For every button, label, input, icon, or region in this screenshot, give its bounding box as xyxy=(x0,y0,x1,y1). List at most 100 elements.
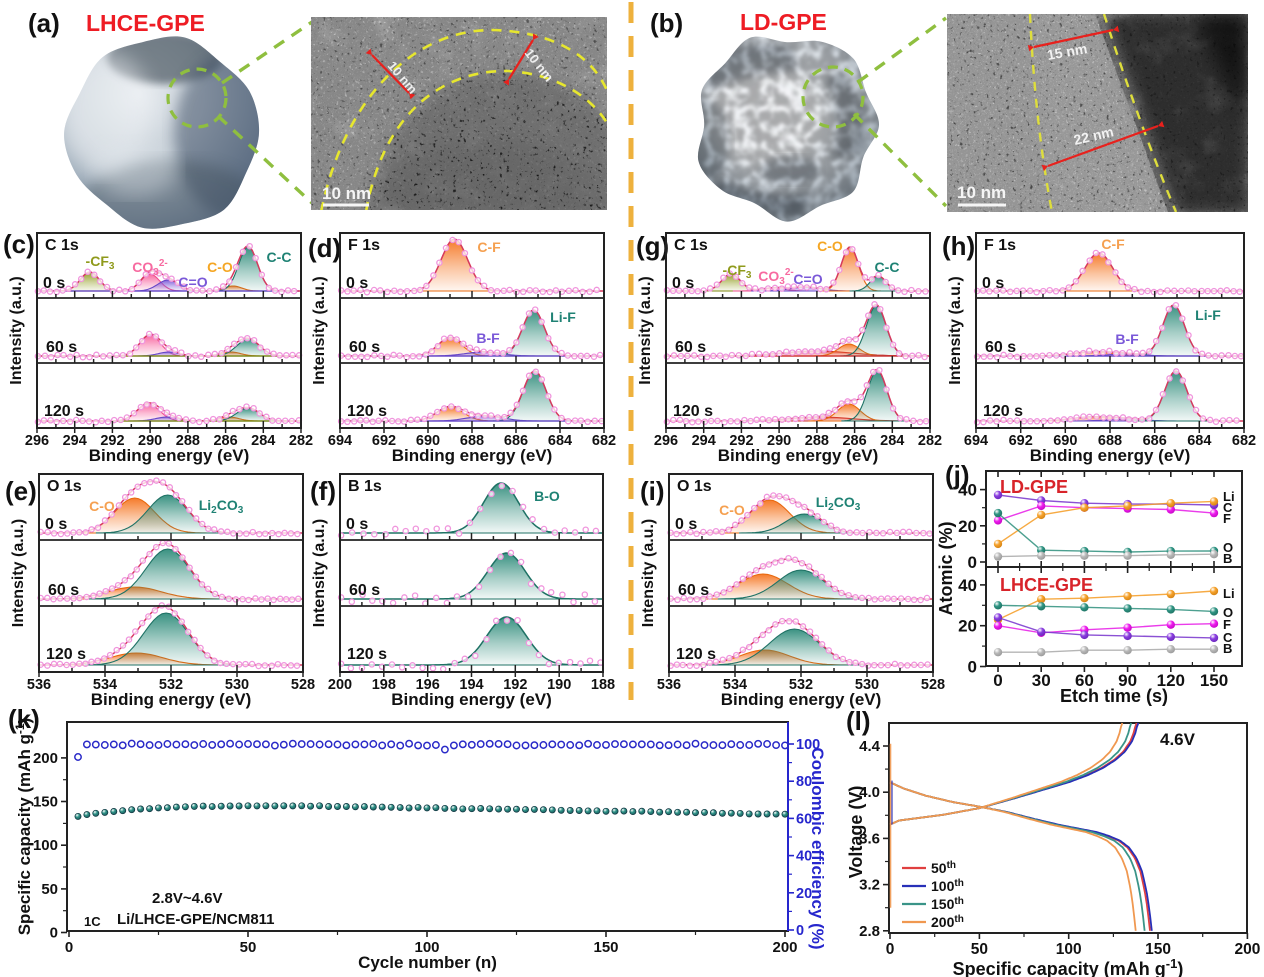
svg-text:C-O: C-O xyxy=(719,502,745,518)
svg-text:F 1s: F 1s xyxy=(348,237,380,254)
svg-text:F: F xyxy=(1223,617,1231,632)
svg-text:694: 694 xyxy=(964,433,988,449)
svg-text:3.2: 3.2 xyxy=(859,877,880,894)
svg-text:120 s: 120 s xyxy=(673,403,713,420)
svg-text:686: 686 xyxy=(1143,433,1167,449)
svg-text:C: C xyxy=(1223,500,1233,515)
svg-text:190: 190 xyxy=(547,677,571,693)
svg-text:C 1s: C 1s xyxy=(45,237,79,254)
svg-text:Li2CO3: Li2CO3 xyxy=(199,497,244,516)
svg-text:Binding energy (eV): Binding energy (eV) xyxy=(1030,446,1191,465)
svg-text:200: 200 xyxy=(772,939,797,956)
svg-text:4.0: 4.0 xyxy=(859,784,880,801)
svg-text:Binding energy (eV): Binding energy (eV) xyxy=(89,446,250,465)
svg-text:120 s: 120 s xyxy=(347,403,387,420)
svg-text:2.8V~4.6V: 2.8V~4.6V xyxy=(152,890,222,907)
svg-text:90: 90 xyxy=(1118,671,1137,690)
svg-text:60 s: 60 s xyxy=(46,339,77,356)
svg-text:O: O xyxy=(1223,540,1233,555)
svg-text:200: 200 xyxy=(328,677,352,693)
svg-text:692: 692 xyxy=(1009,433,1033,449)
svg-text:100: 100 xyxy=(796,737,820,753)
svg-text:120 s: 120 s xyxy=(676,646,716,663)
svg-text:LD-GPE: LD-GPE xyxy=(1000,477,1068,497)
svg-text:50: 50 xyxy=(41,881,58,898)
svg-text:F 1s: F 1s xyxy=(984,237,1016,254)
svg-text:200: 200 xyxy=(1234,941,1260,958)
svg-text:C=O: C=O xyxy=(793,271,822,287)
svg-text:0 s: 0 s xyxy=(982,275,1004,292)
svg-text:Li2CO3: Li2CO3 xyxy=(816,494,861,513)
svg-text:196: 196 xyxy=(416,677,440,693)
svg-text:150: 150 xyxy=(593,939,618,956)
svg-text:10 nm: 10 nm xyxy=(322,184,371,203)
svg-text:0 s: 0 s xyxy=(43,275,65,292)
svg-text:0: 0 xyxy=(65,939,73,956)
svg-text:C-O: C-O xyxy=(817,238,843,254)
svg-text:Specific capacity (mAh g-1): Specific capacity (mAh g-1) xyxy=(953,956,1184,977)
svg-text:Li: Li xyxy=(1223,489,1235,504)
svg-text:B-F: B-F xyxy=(1115,331,1139,347)
svg-text:2.8: 2.8 xyxy=(859,923,880,940)
svg-text:(i): (i) xyxy=(640,476,665,506)
svg-text:3.6: 3.6 xyxy=(859,830,880,847)
svg-text:(l): (l) xyxy=(846,706,871,736)
svg-text:292: 292 xyxy=(100,433,124,449)
svg-text:150: 150 xyxy=(1145,941,1171,958)
svg-text:292: 292 xyxy=(729,433,753,449)
svg-text:80: 80 xyxy=(796,774,812,790)
svg-text:294: 294 xyxy=(63,433,87,449)
svg-text:C-C: C-C xyxy=(267,249,292,265)
svg-text:C-O: C-O xyxy=(89,498,115,514)
svg-text:0: 0 xyxy=(968,658,977,677)
svg-text:296: 296 xyxy=(654,433,678,449)
svg-text:60 s: 60 s xyxy=(349,582,380,599)
svg-text:C-C: C-C xyxy=(875,259,900,275)
svg-text:Li: Li xyxy=(1223,586,1235,601)
svg-text:Cycle number (n): Cycle number (n) xyxy=(358,953,497,972)
svg-text:(f): (f) xyxy=(310,476,336,506)
svg-text:Etch time (s): Etch time (s) xyxy=(1060,686,1168,706)
svg-text:50: 50 xyxy=(240,939,257,956)
svg-text:0: 0 xyxy=(796,923,804,939)
svg-text:198: 198 xyxy=(372,677,396,693)
svg-text:150: 150 xyxy=(1200,671,1228,690)
svg-text:Voltage (V): Voltage (V) xyxy=(846,786,866,879)
svg-text:286: 286 xyxy=(842,433,866,449)
svg-text:50: 50 xyxy=(971,941,988,958)
svg-text:60 s: 60 s xyxy=(349,339,380,356)
svg-text:Binding energy (eV): Binding energy (eV) xyxy=(391,690,552,709)
svg-text:C-O: C-O xyxy=(207,259,233,275)
svg-text:684: 684 xyxy=(548,433,572,449)
svg-text:(g): (g) xyxy=(636,231,669,261)
svg-text:532: 532 xyxy=(159,677,183,693)
svg-text:(j): (j) xyxy=(945,460,970,490)
svg-text:B-O: B-O xyxy=(534,488,560,504)
svg-text:120 s: 120 s xyxy=(347,646,387,663)
svg-text:-CF3: -CF3 xyxy=(86,253,115,272)
svg-text:LHCE-GPE: LHCE-GPE xyxy=(86,10,205,36)
svg-text:686: 686 xyxy=(504,433,528,449)
svg-text:Li-F: Li-F xyxy=(550,309,576,325)
svg-text:60 s: 60 s xyxy=(48,582,79,599)
svg-text:Li-F: Li-F xyxy=(1195,307,1221,323)
svg-text:188: 188 xyxy=(591,677,615,693)
svg-text:290: 290 xyxy=(767,433,791,449)
svg-text:4.6V: 4.6V xyxy=(1160,730,1196,749)
svg-text:60: 60 xyxy=(796,811,812,827)
svg-text:534: 534 xyxy=(723,677,747,693)
svg-text:(d): (d) xyxy=(308,233,341,263)
svg-text:(b): (b) xyxy=(650,8,683,38)
svg-text:60: 60 xyxy=(1075,671,1094,690)
svg-text:0 s: 0 s xyxy=(346,275,368,292)
svg-text:288: 288 xyxy=(805,433,829,449)
svg-text:534: 534 xyxy=(93,677,117,693)
svg-text:100: 100 xyxy=(414,939,439,956)
svg-text:0: 0 xyxy=(50,925,58,942)
svg-text:CO32-: CO32- xyxy=(132,258,167,278)
svg-text:530: 530 xyxy=(855,677,879,693)
svg-text:30: 30 xyxy=(1032,671,1051,690)
svg-text:Intensity (a.u.): Intensity (a.u.) xyxy=(311,276,328,384)
svg-text:0: 0 xyxy=(993,671,1002,690)
svg-text:192: 192 xyxy=(503,677,527,693)
